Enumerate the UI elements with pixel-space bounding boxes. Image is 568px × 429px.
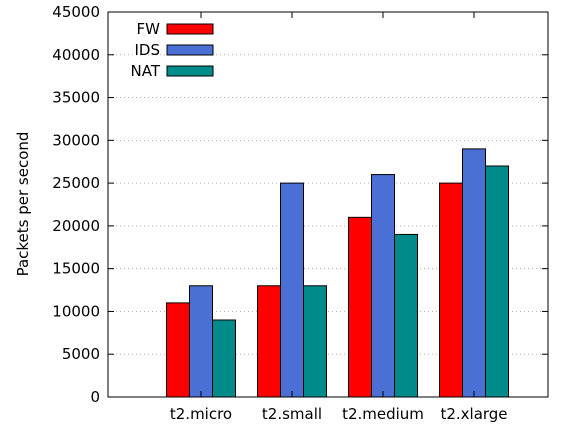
bar-nat-t2-medium [394, 233, 418, 398]
y-tick-label: 30000 [52, 131, 100, 149]
bars [166, 148, 509, 398]
legend-swatch-fw [166, 23, 214, 35]
bar-ids-t2-small [280, 182, 304, 398]
y-tick-label: 10000 [52, 302, 100, 320]
legend-label-nat: NAT [131, 62, 161, 80]
legend: FW IDS NAT [131, 20, 214, 80]
plot-frame [107, 11, 549, 398]
bar-nat-t2-small [303, 285, 327, 398]
x-tick-label: t2.xlarge [440, 405, 507, 423]
y-tick-label: 45000 [52, 3, 100, 21]
gridlines [108, 54, 548, 355]
bar-ids-t2-xlarge [462, 148, 486, 398]
x-tick-label: t2.small [262, 405, 322, 423]
legend-swatch-nat [166, 65, 214, 77]
bar-ids-t2-medium [371, 174, 395, 398]
y-tick-label: 20000 [52, 217, 100, 235]
bar-ids-t2-micro [189, 285, 213, 398]
y-tick-label: 25000 [52, 174, 100, 192]
bar-nat-t2-micro [212, 319, 236, 398]
y-tick-label: 15000 [52, 260, 100, 278]
y-tick-label: 35000 [52, 89, 100, 107]
legend-label-ids: IDS [135, 41, 161, 59]
x-tick-label: t2.micro [170, 405, 232, 423]
x-axis-ticks: t2.micro t2.small t2.medium t2.xlarge [170, 12, 508, 423]
bar-fw-t2-small [257, 285, 281, 398]
bar-fw-t2-micro [166, 302, 190, 398]
y-tick-label: 0 [90, 388, 100, 406]
y-axis-label: Packets per second [14, 132, 32, 277]
bar-fw-t2-xlarge [439, 182, 463, 398]
bar-fw-t2-medium [348, 216, 372, 398]
y-tick-label: 40000 [52, 46, 100, 64]
y-axis-ticks: 0 5000 10000 15000 20000 25000 30000 35000 40000… [52, 3, 548, 406]
bar-nat-t2-xlarge [485, 165, 509, 398]
y-tick-label: 5000 [62, 345, 100, 363]
legend-label-fw: FW [137, 20, 161, 38]
legend-swatch-ids [166, 44, 214, 56]
x-tick-label: t2.medium [342, 405, 424, 423]
